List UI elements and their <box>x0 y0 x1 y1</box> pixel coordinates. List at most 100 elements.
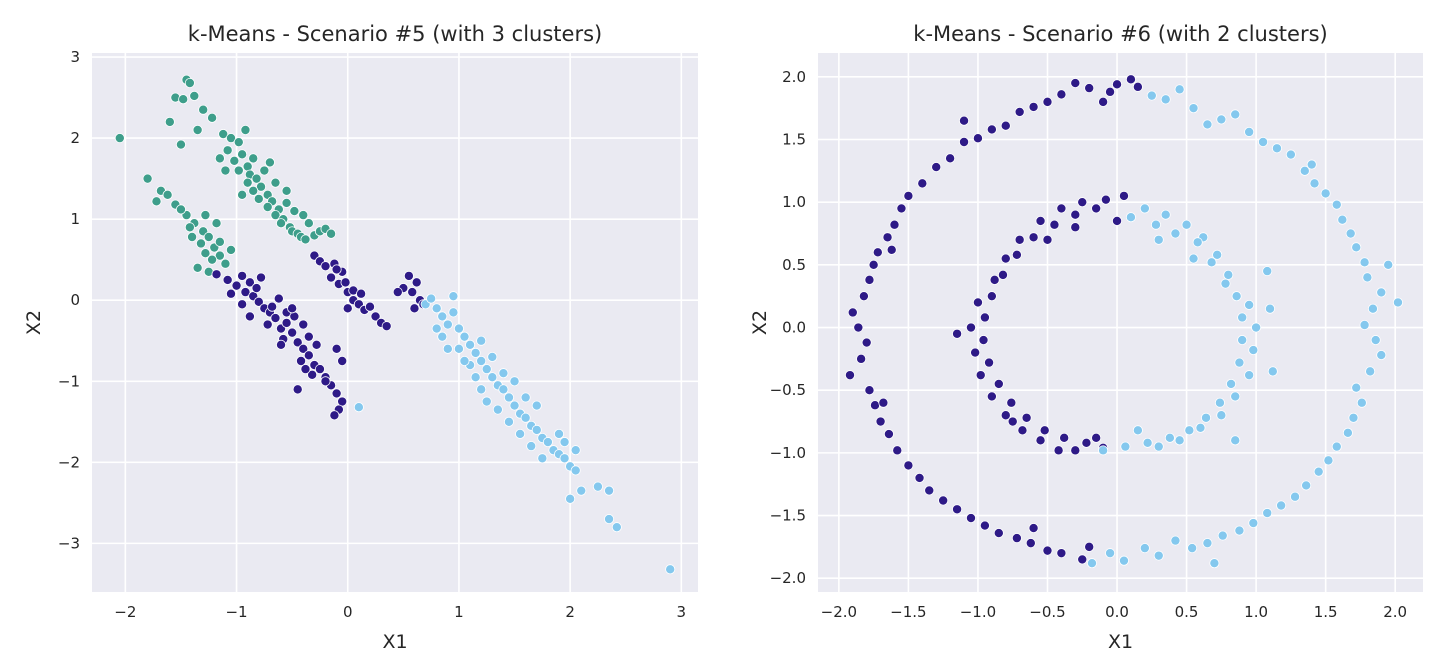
data-point <box>459 331 470 342</box>
x-tick-label: 1 <box>454 603 464 621</box>
x-axis-label-scenario-5: X1 <box>382 631 407 653</box>
points-scenario-5 <box>114 74 676 575</box>
data-point <box>1174 84 1185 95</box>
data-point <box>164 116 175 127</box>
data-point <box>211 218 222 229</box>
data-point <box>1356 397 1367 408</box>
data-point <box>1142 437 1153 448</box>
y-axis-label-scenario-6: X2 <box>749 310 771 335</box>
data-point <box>952 504 963 515</box>
data-point <box>1000 120 1011 131</box>
data-point <box>1007 416 1018 427</box>
data-point <box>237 270 248 281</box>
data-point <box>195 238 206 249</box>
data-point <box>896 203 907 214</box>
data-point <box>952 328 963 339</box>
data-point <box>1170 228 1181 239</box>
data-point <box>207 254 218 265</box>
data-point <box>225 133 236 144</box>
data-point <box>162 189 173 200</box>
data-point <box>448 307 459 318</box>
data-point <box>276 218 287 229</box>
data-point <box>1028 523 1039 534</box>
data-point <box>331 343 342 354</box>
x-tick-label: 0 <box>343 603 353 621</box>
data-point <box>142 173 153 184</box>
data-point <box>1056 203 1067 214</box>
data-point <box>565 493 576 504</box>
data-point <box>476 355 487 366</box>
points-scenario-6 <box>844 74 1403 569</box>
data-point <box>1139 203 1150 214</box>
x-tick-labels-scenario-5: −2 −1 0 1 2 3 <box>114 603 686 621</box>
data-point <box>975 370 986 381</box>
data-point <box>1192 237 1203 248</box>
data-point <box>370 311 381 322</box>
data-point <box>1017 425 1028 436</box>
data-point <box>1226 378 1237 389</box>
x-tick-label: 0.0 <box>1105 603 1129 621</box>
data-point <box>251 283 262 294</box>
data-point <box>381 321 392 332</box>
data-point <box>1313 466 1324 477</box>
data-point <box>1267 366 1278 377</box>
data-point <box>1201 412 1212 423</box>
data-point <box>1070 78 1081 89</box>
data-point <box>1100 194 1111 205</box>
data-point <box>1342 427 1353 438</box>
data-point <box>225 288 236 299</box>
data-point <box>237 189 248 200</box>
data-point <box>986 291 997 302</box>
data-point <box>604 485 615 496</box>
data-point <box>978 335 989 346</box>
data-point <box>864 385 875 396</box>
data-point <box>1244 126 1255 137</box>
data-point <box>233 165 244 176</box>
data-point <box>1021 412 1032 423</box>
data-point <box>1376 350 1387 361</box>
data-point <box>1042 545 1053 556</box>
data-point <box>1216 410 1227 421</box>
data-point <box>222 274 233 285</box>
data-point <box>1184 425 1195 436</box>
data-point <box>1188 103 1199 114</box>
data-point <box>222 145 233 156</box>
data-point <box>554 428 565 439</box>
data-point <box>184 77 195 88</box>
data-point <box>1112 215 1123 226</box>
data-point <box>1359 320 1370 331</box>
scatter-panel-scenario-5: −2 −1 0 1 2 3 −3 −2 −1 0 1 2 3 k-Means - Scenario #… <box>23 22 698 653</box>
data-point <box>537 453 548 464</box>
data-point <box>240 287 251 298</box>
data-point <box>868 259 879 270</box>
gridlines-scenario-6 <box>818 53 1423 592</box>
data-point <box>959 115 970 126</box>
data-point <box>1014 234 1025 245</box>
y-tick-label: 2 <box>70 129 80 147</box>
data-point <box>875 416 886 427</box>
data-point <box>487 372 498 383</box>
y-tick-label: −1 <box>58 372 80 390</box>
data-point <box>1331 199 1342 210</box>
data-point <box>611 522 622 533</box>
data-point <box>184 222 195 233</box>
data-point <box>214 153 225 164</box>
data-point <box>1042 96 1053 107</box>
data-point <box>1217 530 1228 541</box>
data-point <box>1070 222 1081 233</box>
data-point <box>409 303 420 314</box>
data-point <box>465 339 476 350</box>
data-point <box>426 293 437 304</box>
data-point <box>861 337 872 348</box>
data-point <box>303 218 314 229</box>
y-tick-label: 0.5 <box>782 256 806 274</box>
data-point <box>882 232 893 243</box>
x-tick-label: 3 <box>677 603 687 621</box>
data-point <box>1265 303 1276 314</box>
scatter-panel-scenario-6: −2.0 −1.5 −1.0 −0.5 0.0 0.5 1.0 1.5 2.0 −2.0 −1.5… <box>749 22 1423 653</box>
data-point <box>1070 445 1081 456</box>
data-point <box>192 262 203 273</box>
data-point <box>1125 74 1136 85</box>
data-point <box>1383 259 1394 270</box>
data-point <box>515 428 526 439</box>
